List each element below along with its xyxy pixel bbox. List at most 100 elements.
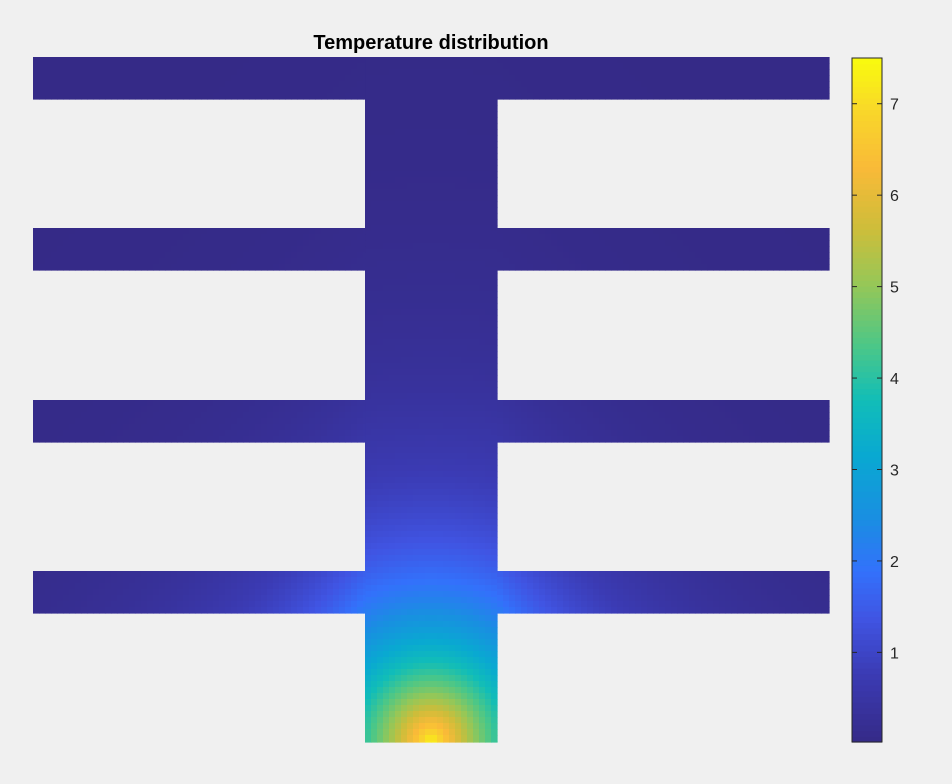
stem-cell <box>467 351 474 358</box>
fin-left-2-cell <box>261 246 268 253</box>
fin-left-1-cell <box>297 75 304 82</box>
stem-cell <box>365 219 372 226</box>
stem-cell <box>407 231 414 238</box>
fin-left-4-cell <box>291 571 298 578</box>
fin-right-3-cell <box>815 424 822 431</box>
stem-cell <box>365 597 372 604</box>
fin-left-1-cell <box>267 93 274 100</box>
stem-cell <box>455 321 462 328</box>
stem-cell <box>449 315 456 322</box>
stem-cell <box>383 429 390 436</box>
stem-cell <box>377 633 384 640</box>
fin-right-1-cell <box>671 93 678 100</box>
fin-right-1-cell <box>809 87 816 94</box>
stem-cell <box>485 231 492 238</box>
fin-left-1-cell <box>351 75 358 82</box>
fin-left-3-cell <box>357 412 364 419</box>
stem-cell <box>365 579 372 586</box>
stem-cell <box>365 93 372 100</box>
stem-cell <box>449 381 456 388</box>
stem-cell <box>473 177 480 184</box>
fin-right-1-cell <box>605 69 612 76</box>
fin-right-2-cell <box>581 246 588 253</box>
stem-cell <box>413 735 420 742</box>
stem-cell <box>389 681 396 688</box>
stem-cell <box>395 177 402 184</box>
stem-cell <box>461 651 468 658</box>
stem-cell <box>431 153 438 160</box>
fin-right-2-cell <box>821 240 828 247</box>
stem-cell <box>377 243 384 250</box>
fin-right-1-cell <box>755 69 762 76</box>
stem-cell <box>431 411 438 418</box>
fin-left-1-cell <box>243 93 250 100</box>
stem-cell <box>491 249 498 256</box>
stem-cell <box>419 453 426 460</box>
stem-cell <box>425 549 432 556</box>
stem-cell <box>467 243 474 250</box>
stem-cell <box>389 639 396 646</box>
fin-left-1-cell <box>111 57 118 64</box>
fin-right-2-cell <box>593 264 600 271</box>
stem-cell <box>413 621 420 628</box>
stem-cell <box>407 237 414 244</box>
fin-left-2-cell <box>99 240 106 247</box>
stem-cell <box>383 705 390 712</box>
stem-cell <box>365 711 372 718</box>
stem-cell <box>473 309 480 316</box>
stem-cell <box>413 255 420 262</box>
stem-cell <box>467 711 474 718</box>
stem-cell <box>443 171 450 178</box>
stem-cell <box>473 741 480 743</box>
stem-cell <box>371 579 378 586</box>
fin-right-1-cell <box>623 69 630 76</box>
stem-cell <box>443 315 450 322</box>
stem-cell <box>473 111 480 118</box>
stem-cell <box>473 183 480 190</box>
fin-right-4-cell <box>521 571 528 578</box>
stem-cell <box>461 639 468 646</box>
stem-cell <box>485 669 492 676</box>
fin-left-3-cell <box>33 412 40 419</box>
stem-cell <box>485 507 492 514</box>
fin-right-1-cell <box>581 57 588 64</box>
fin-left-1-cell <box>231 69 238 76</box>
fin-right-4-cell <box>587 571 594 578</box>
fin-left-2-cell <box>171 252 178 259</box>
fin-left-3-cell <box>105 406 112 413</box>
fin-left-2-cell <box>117 240 124 247</box>
fin-left-2-cell <box>153 246 160 253</box>
stem-cell <box>371 93 378 100</box>
fin-right-2-cell <box>749 246 756 253</box>
stem-cell <box>431 111 438 118</box>
fin-right-1-cell <box>563 69 570 76</box>
fin-left-3-cell <box>327 418 334 425</box>
stem-cell <box>371 405 378 412</box>
fin-left-3-cell <box>213 412 220 419</box>
stem-cell <box>431 345 438 352</box>
fin-left-4-cell <box>249 571 256 578</box>
fin-left-2-cell <box>291 240 298 247</box>
stem-cell <box>371 315 378 322</box>
fin-right-3-cell <box>635 400 642 407</box>
stem-cell <box>431 171 438 178</box>
stem-cell <box>443 399 450 406</box>
fin-left-3-cell <box>357 430 364 437</box>
fin-right-1-cell <box>599 63 606 70</box>
stem-cell <box>383 657 390 664</box>
fin-right-2-cell <box>521 258 528 265</box>
stem-cell <box>431 645 438 652</box>
stem-cell <box>491 351 498 358</box>
stem-cell <box>389 219 396 226</box>
stem-cell <box>407 609 414 616</box>
stem-cell <box>485 495 492 502</box>
stem-cell <box>485 645 492 652</box>
stem-cell <box>377 213 384 220</box>
fin-right-1-cell <box>593 57 600 64</box>
stem-cell <box>365 549 372 556</box>
fin-right-3-cell <box>713 418 720 425</box>
stem-cell <box>473 285 480 292</box>
stem-cell <box>419 651 426 658</box>
fin-right-3-cell <box>695 436 702 443</box>
stem-cell <box>389 405 396 412</box>
